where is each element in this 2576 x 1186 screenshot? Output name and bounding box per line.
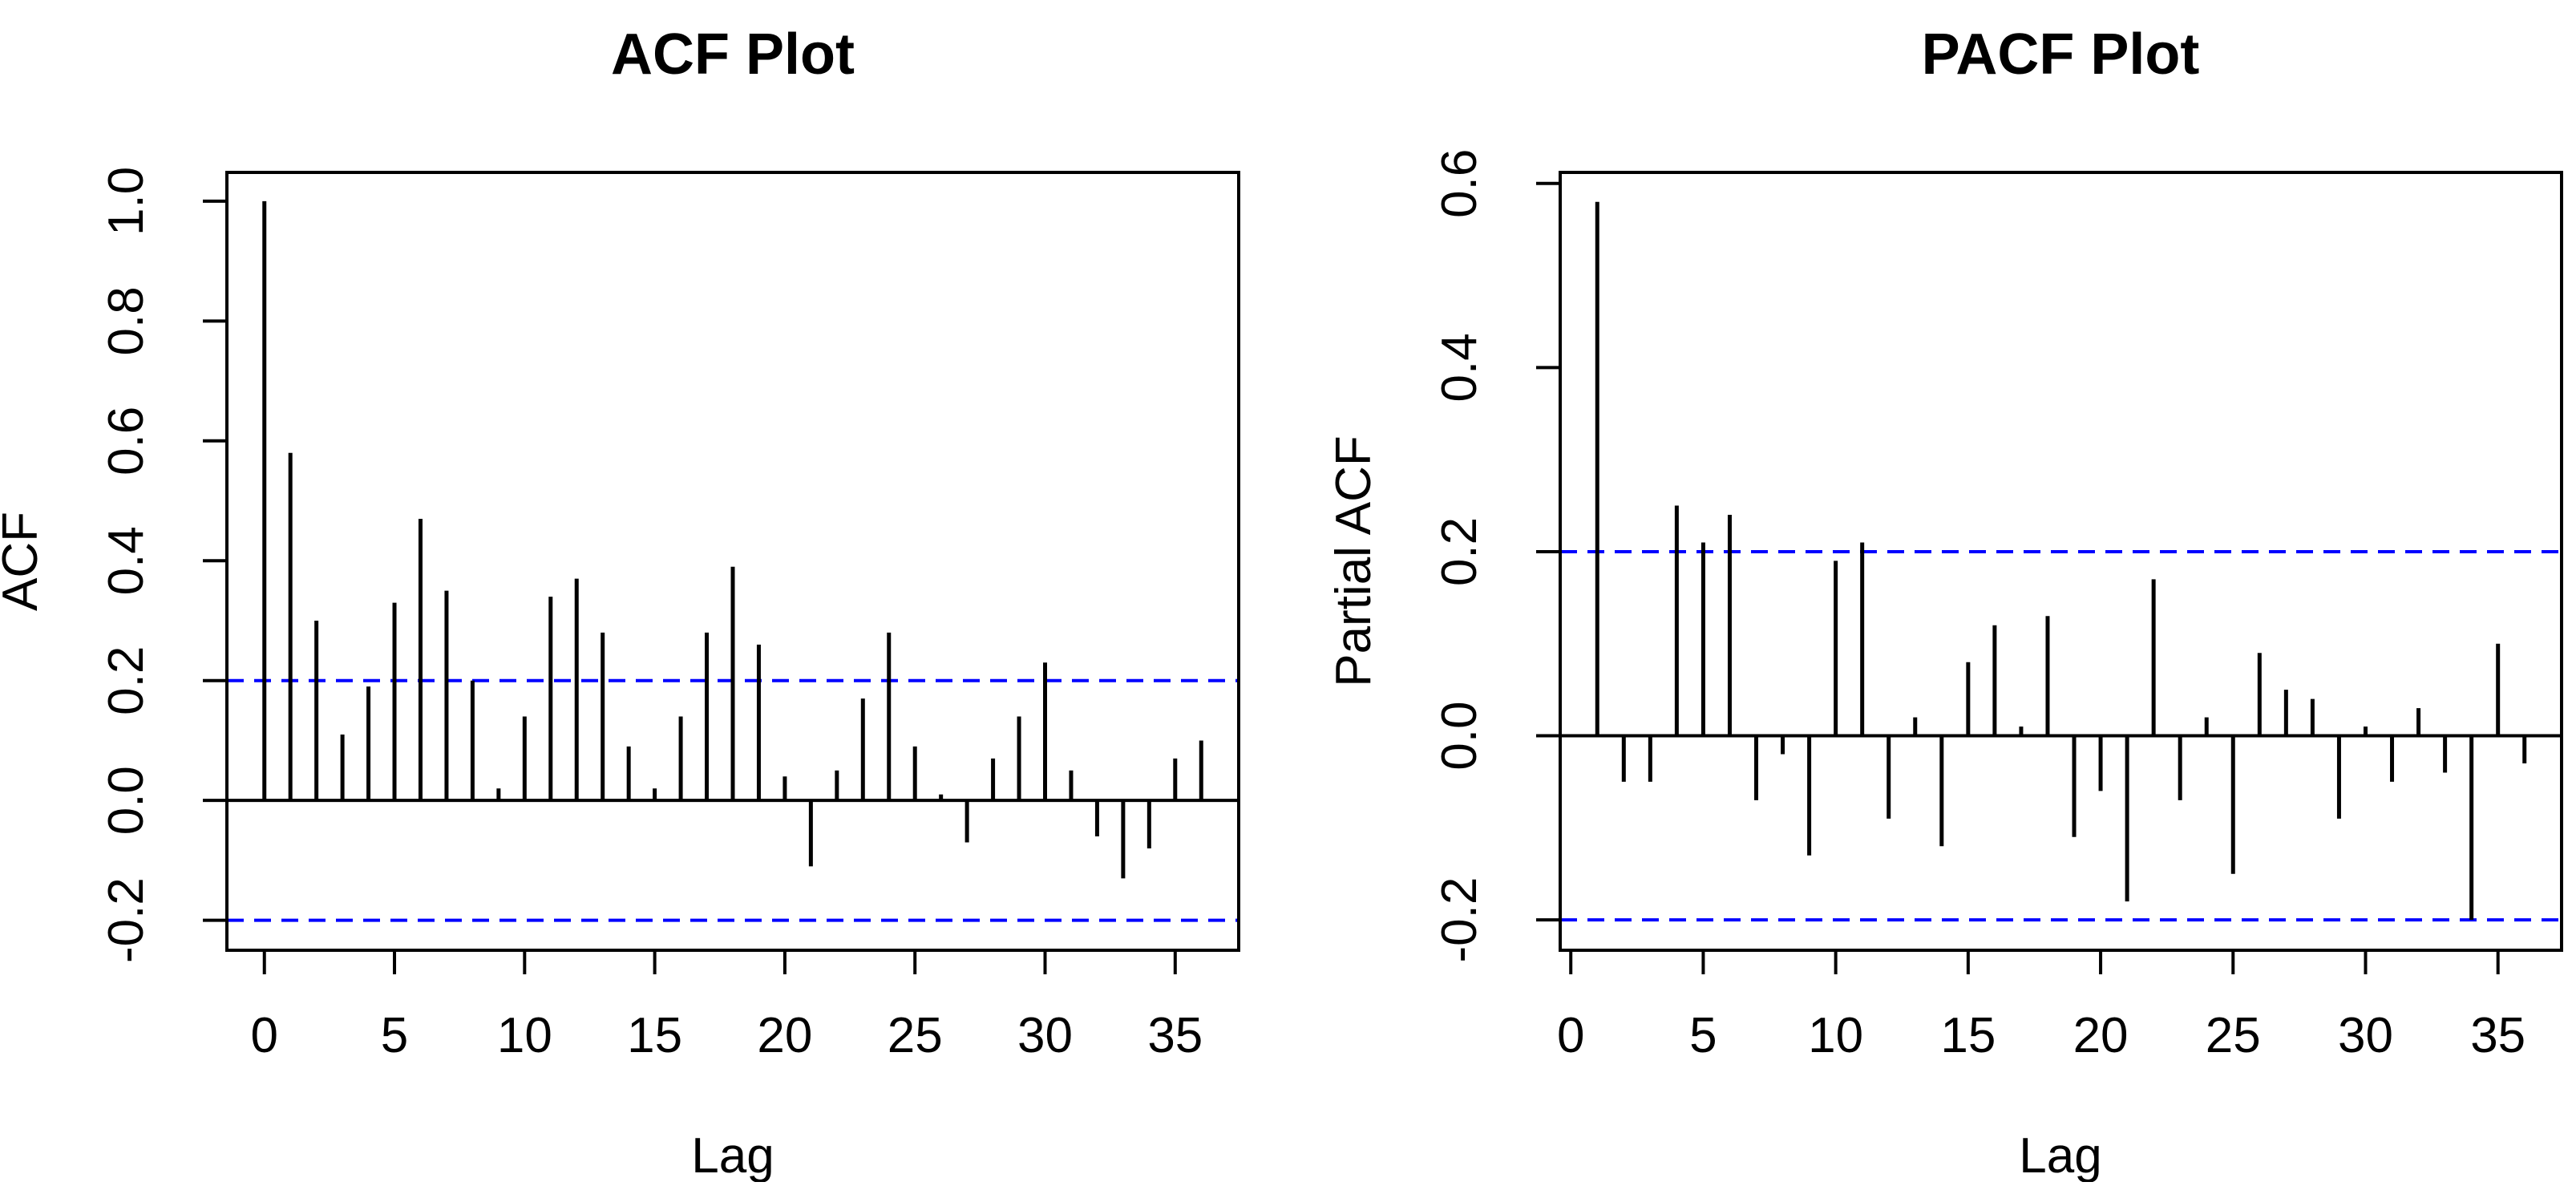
x-tick-label: 10 (497, 1008, 552, 1063)
y-tick-label: 0.4 (1432, 333, 1487, 402)
y-tick-label: -0.2 (99, 877, 154, 963)
x-tick-label: 5 (381, 1008, 408, 1063)
pacf-plot-area: 0 5 10 15 20 25 30 35 0.6 0.4 0.2 0.0 -0.2 (1432, 149, 2563, 1063)
pacf-plot-panel: PACF Plot Lag Partial ACF 0 5 10 15 20 25 30 35… (1326, 22, 2563, 1184)
x-tick-label: 0 (250, 1008, 277, 1063)
acf-plot-title: ACF Plot (611, 22, 855, 87)
x-tick-label: 25 (2206, 1008, 2261, 1063)
y-tick-label: 0.2 (1432, 517, 1487, 586)
y-tick-label: 0.0 (99, 766, 154, 835)
acf-plot-area: 0 5 10 15 20 25 30 35 1.0 0.8 0.6 0.4 0.2 0.0 -0.2 (99, 167, 1240, 1063)
x-tick-label: 35 (1147, 1008, 1203, 1063)
x-tick-label: 20 (2073, 1008, 2129, 1063)
acf-plot-panel: ACF Plot Lag ACF 0 5 10 15 20 25 30 35 1.0 0.8 0.6… (0, 22, 1240, 1184)
x-tick-label: 20 (757, 1008, 812, 1063)
plot-box (225, 171, 1240, 952)
y-tick-label: 0.6 (99, 407, 154, 476)
y-tick-label: -0.2 (1432, 877, 1487, 963)
y-tick-label: 0.6 (1432, 149, 1487, 218)
y-tick-label: 0.4 (99, 526, 154, 595)
x-tick-label: 35 (2470, 1008, 2525, 1063)
y-tick-label: 0.2 (99, 646, 154, 715)
x-tick-label: 10 (1808, 1008, 1863, 1063)
y-tick-label: 0.8 (99, 286, 154, 355)
plot-box (1559, 171, 2563, 952)
acf-x-axis-label: Lag (691, 1128, 774, 1182)
pacf-plot-title: PACF Plot (1922, 22, 2200, 87)
y-tick-label: 0.0 (1432, 701, 1487, 770)
acf-y-axis-label: ACF (0, 512, 48, 611)
x-tick-label: 30 (1017, 1008, 1073, 1063)
pacf-x-axis-label: Lag (2019, 1128, 2101, 1182)
x-tick-label: 0 (1557, 1008, 1584, 1063)
x-tick-label: 5 (1689, 1008, 1717, 1063)
y-tick-label: 1.0 (99, 167, 154, 236)
x-tick-label: 15 (1940, 1008, 1996, 1063)
x-tick-label: 30 (2338, 1008, 2393, 1063)
x-tick-label: 15 (627, 1008, 682, 1063)
x-tick-label: 25 (888, 1008, 943, 1063)
pacf-y-axis-label: Partial ACF (1326, 435, 1381, 687)
